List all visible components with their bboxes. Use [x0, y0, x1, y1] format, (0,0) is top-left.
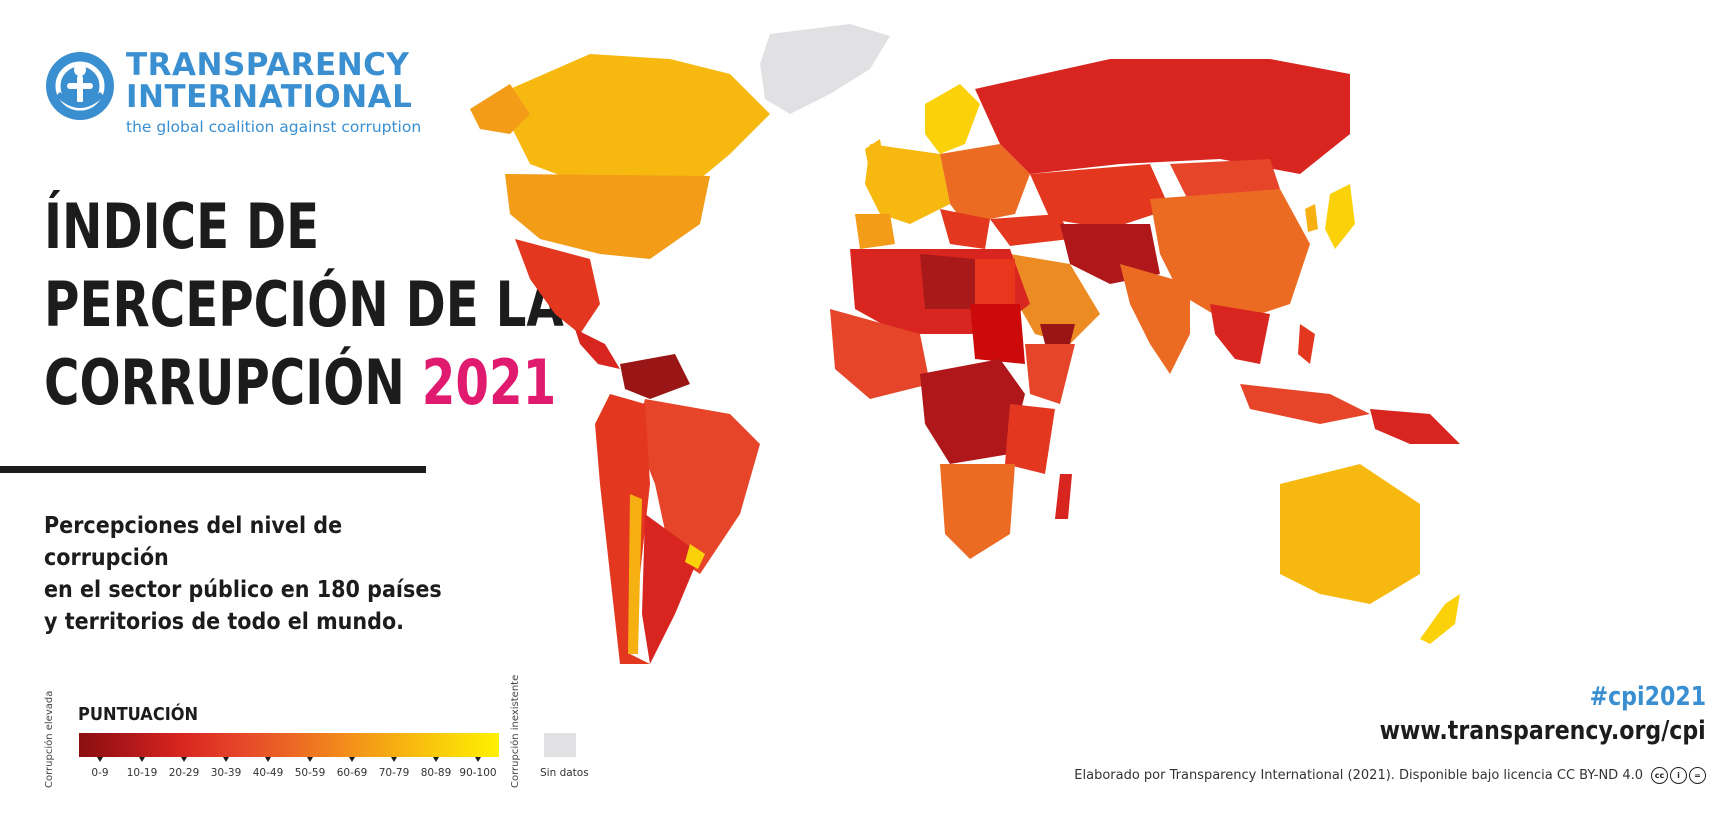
legend-range-label: 80-89	[420, 767, 452, 779]
title-line1: ÍNDICE DE	[44, 190, 320, 263]
region-west-africa	[830, 309, 930, 399]
region-indochina	[1210, 304, 1270, 364]
divider	[0, 466, 426, 473]
region-argentina	[642, 514, 700, 664]
region-horn-africa	[1025, 344, 1075, 404]
hashtag: #cpi2021	[1589, 682, 1706, 712]
credit-text: Elaborado por Transparency International…	[1074, 768, 1643, 783]
legend-tick	[223, 757, 229, 762]
legend-range-label: 30-39	[210, 767, 242, 779]
region-russia	[975, 59, 1350, 174]
region-yemen	[1040, 324, 1075, 344]
region-alaska	[470, 84, 530, 134]
region-indonesia	[1240, 384, 1370, 424]
region-balkans	[940, 209, 990, 249]
region-papua	[1370, 409, 1460, 444]
region-usa	[505, 174, 710, 259]
legend-tick	[349, 757, 355, 762]
legend-tick	[139, 757, 145, 762]
brand-tagline: the global coalition against corruption	[126, 118, 422, 136]
region-venezuela	[620, 354, 690, 399]
logo-globe-icon	[46, 52, 114, 120]
website-link[interactable]: www.transparency.org/cpi	[1379, 716, 1706, 746]
region-sudan	[970, 304, 1025, 364]
region-japan	[1325, 184, 1355, 249]
cc-icon: cc	[1651, 767, 1668, 784]
legend-range-labels: 0-9 10-19 20-29 30-39 40-49 50-59 60-69 70-79 80…	[79, 767, 499, 781]
page-title: ÍNDICE DE PERCEPCIÓN DE LA CORRUPCIÓN 20…	[44, 188, 564, 422]
legend-tick	[433, 757, 439, 762]
legend-no-data-label: Sin datos	[540, 767, 589, 779]
region-uruguay	[685, 544, 705, 569]
title-year: 2021	[421, 346, 557, 419]
region-uk	[865, 139, 885, 174]
by-icon: i	[1670, 767, 1687, 784]
legend-range-label: 60-69	[336, 767, 368, 779]
legend-tick	[475, 757, 481, 762]
legend-range-label: 90-100	[459, 767, 497, 779]
region-madagascar	[1055, 474, 1072, 519]
license-icons: cc i =	[1651, 767, 1706, 784]
subtitle: Percepciones del nivel de corrupción en …	[44, 510, 467, 638]
region-new-zealand	[1420, 594, 1460, 644]
region-scandinavia	[925, 84, 980, 154]
region-iberia	[855, 214, 895, 249]
world-map	[470, 24, 1460, 664]
legend-tick	[181, 757, 187, 762]
legend-range-label: 70-79	[378, 767, 410, 779]
region-western-europe	[865, 144, 950, 224]
region-arabia	[1010, 254, 1100, 344]
region-mexico	[515, 239, 600, 334]
region-egypt	[975, 259, 1015, 304]
title-line2: PERCEPCIÓN DE LA	[44, 268, 564, 341]
region-central-asia	[1030, 164, 1170, 229]
credit-line: Elaborado por Transparency International…	[1074, 767, 1706, 784]
region-turkey	[990, 214, 1070, 246]
legend-range-label: 40-49	[252, 767, 284, 779]
subtitle-line2: en el sector público en 180 países	[44, 577, 442, 603]
brand-name-line2: INTERNATIONAL	[126, 79, 413, 115]
region-libya	[920, 254, 975, 309]
legend-no-data-swatch	[544, 733, 576, 757]
region-andes	[595, 394, 650, 664]
legend-tick	[265, 757, 271, 762]
title-line3: CORRUPCIÓN 2021	[44, 344, 556, 422]
region-india	[1120, 264, 1190, 374]
region-east-africa	[1005, 404, 1055, 474]
title-line3-text: CORRUPCIÓN	[44, 346, 405, 419]
legend-range-label: 10-19	[126, 767, 158, 779]
region-southern-africa	[940, 464, 1015, 559]
region-greenland	[760, 24, 890, 114]
legend-ticks	[79, 757, 499, 763]
subtitle-line1: Percepciones del nivel de corrupción	[44, 513, 343, 571]
legend-tick	[391, 757, 397, 762]
region-eastern-europe	[940, 144, 1030, 224]
legend-low-label: Corrupción elevada	[44, 690, 55, 788]
subtitle-line3: y territorios de todo el mundo.	[44, 609, 405, 635]
region-chile	[628, 494, 642, 654]
legend-tick	[307, 757, 313, 762]
legend-color-scale	[79, 733, 499, 757]
legend-tick	[97, 757, 103, 762]
region-canada	[510, 54, 770, 184]
brand-name-line1: TRANSPARENCY	[126, 47, 410, 83]
legend-range-label: 20-29	[168, 767, 200, 779]
region-philippines	[1298, 324, 1315, 364]
nd-icon: =	[1689, 767, 1706, 784]
region-korea	[1305, 204, 1318, 232]
transparency-international-logo: TRANSPARENCY INTERNATIONAL the global co…	[44, 48, 464, 138]
legend-range-label: 50-59	[294, 767, 326, 779]
region-central-america	[575, 329, 620, 369]
legend-range-label: 0-9	[91, 767, 109, 779]
score-legend: PUNTUACIÓN Corrupción elevada 0-9 10-19 20…	[40, 675, 600, 800]
legend-title: PUNTUACIÓN	[78, 704, 199, 725]
region-central-africa	[920, 359, 1025, 464]
region-australia	[1280, 464, 1420, 604]
